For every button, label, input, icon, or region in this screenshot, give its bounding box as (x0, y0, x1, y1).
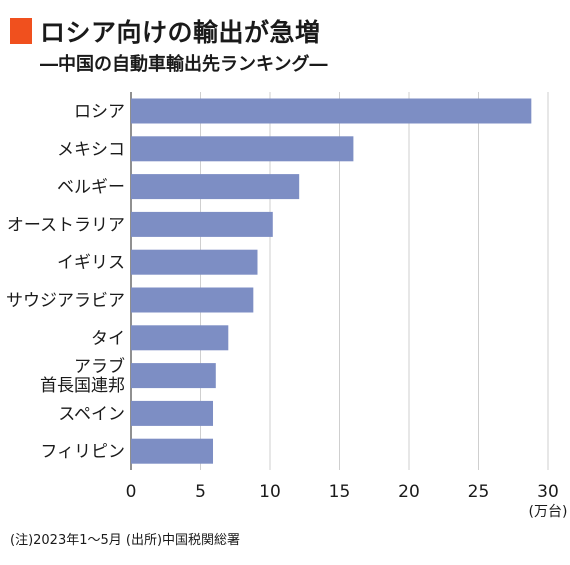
bar (131, 363, 216, 389)
unit-label: (万台) (529, 504, 568, 520)
bar (131, 211, 273, 237)
category-label: タイ (91, 329, 125, 349)
chart-title: ロシア向けの輸出が急増 (40, 18, 321, 47)
category-label: サウジアラビア (6, 291, 125, 311)
footnote: (注)2023年1～5月 (出所)中国税関総署 (10, 533, 241, 548)
category-label: ベルギー (57, 178, 125, 198)
bar (131, 287, 254, 313)
category-label: スペイン (58, 404, 125, 424)
category-label: アラブ首長国連邦 (40, 356, 125, 396)
x-tick-label: 20 (398, 482, 420, 502)
x-tick-label: 10 (259, 482, 281, 502)
x-tick-label: 5 (195, 482, 206, 502)
bar (131, 325, 229, 351)
category-label: メキシコ (57, 140, 125, 160)
category-label: オーストラリア (7, 215, 125, 235)
x-tick-label: 0 (126, 482, 137, 502)
title-block: ロシア向けの輸出が急増 (10, 14, 321, 48)
bar (131, 174, 300, 200)
category-label: イギリス (57, 253, 125, 273)
chart-subtitle: ―中国の自動車輸出先ランキング― (40, 54, 328, 75)
bar (131, 438, 214, 464)
x-tick-label: 30 (537, 482, 559, 502)
category-label: ロシア (74, 102, 125, 122)
bar (131, 98, 532, 124)
bar (131, 249, 258, 275)
x-tick-label: 15 (329, 482, 351, 502)
bar (131, 136, 354, 162)
category-label: フィリピン (40, 442, 125, 462)
title-marker (10, 18, 32, 44)
x-tick-label: 25 (468, 482, 490, 502)
bar (131, 400, 214, 426)
